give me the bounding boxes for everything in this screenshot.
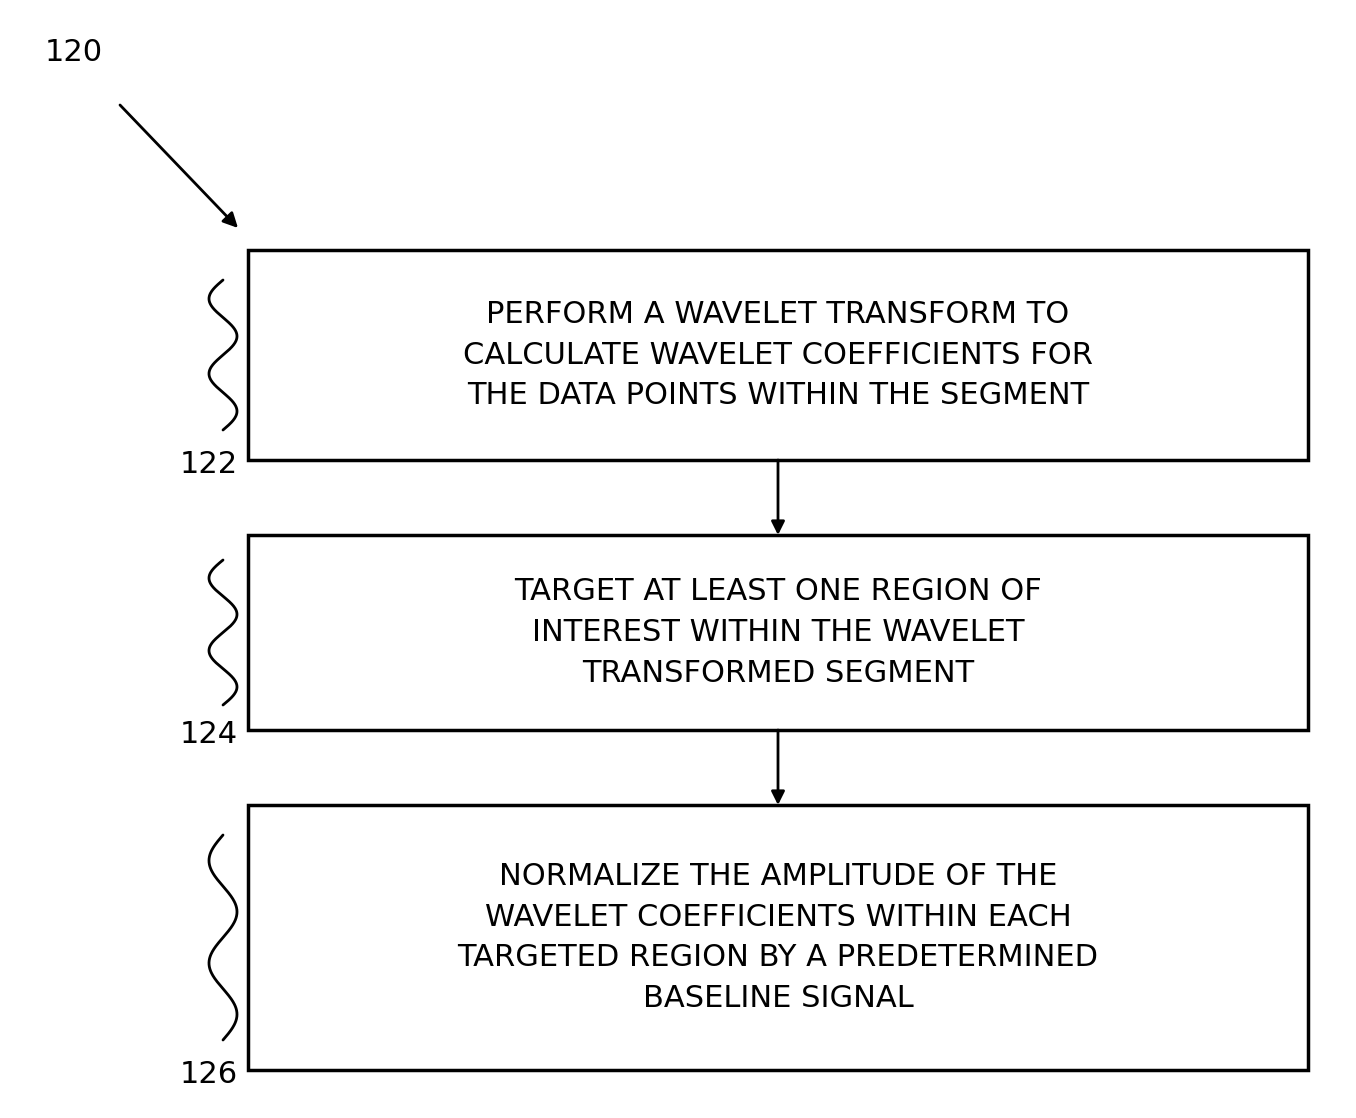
Text: NORMALIZE THE AMPLITUDE OF THE
WAVELET COEFFICIENTS WITHIN EACH
TARGETED REGION : NORMALIZE THE AMPLITUDE OF THE WAVELET C… — [457, 862, 1098, 1013]
Text: TARGET AT LEAST ONE REGION OF
INTEREST WITHIN THE WAVELET
TRANSFORMED SEGMENT: TARGET AT LEAST ONE REGION OF INTEREST W… — [514, 578, 1041, 688]
Text: 122: 122 — [180, 451, 239, 479]
Text: 120: 120 — [45, 38, 103, 67]
FancyBboxPatch shape — [248, 536, 1309, 730]
FancyBboxPatch shape — [248, 250, 1309, 459]
Text: PERFORM A WAVELET TRANSFORM TO
CALCULATE WAVELET COEFFICIENTS FOR
THE DATA POINT: PERFORM A WAVELET TRANSFORM TO CALCULATE… — [462, 300, 1093, 410]
Text: 124: 124 — [180, 720, 239, 749]
FancyBboxPatch shape — [248, 805, 1309, 1070]
Text: 126: 126 — [180, 1060, 239, 1089]
